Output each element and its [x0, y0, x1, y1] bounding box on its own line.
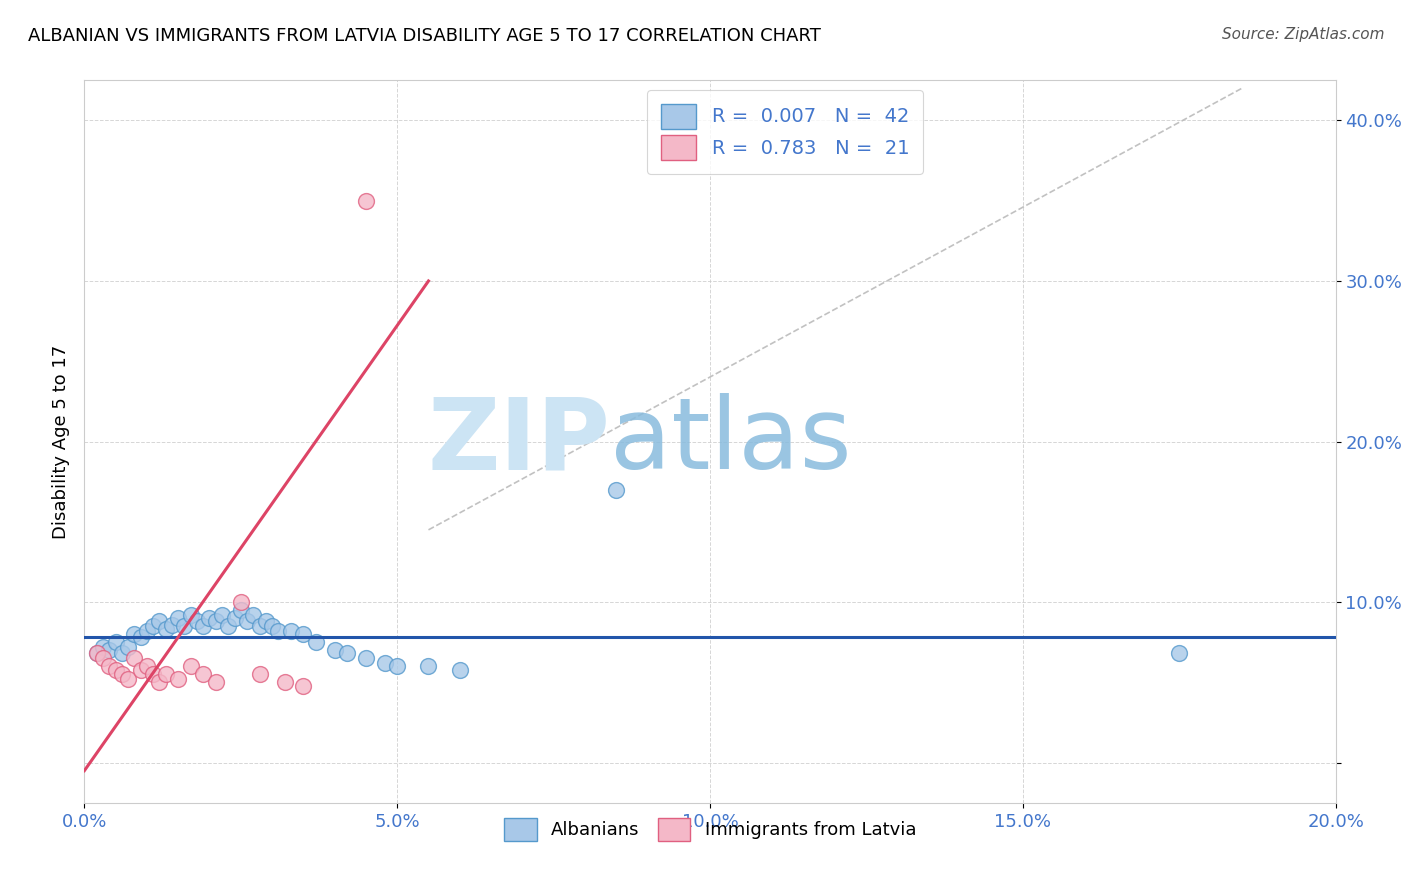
Point [155, 667, 177, 681]
Point [204, 615, 226, 629]
Point [336, 647, 359, 661]
Point [111, 667, 134, 681]
Point [418, 659, 440, 673]
Point [86, 647, 108, 661]
Point [129, 631, 152, 645]
Point [148, 615, 170, 629]
Point [211, 607, 233, 622]
Point [242, 607, 264, 622]
Point [167, 672, 190, 686]
Point [292, 627, 315, 641]
Point [186, 615, 208, 629]
Point [267, 624, 290, 638]
Point [249, 619, 271, 633]
Point [129, 663, 152, 677]
Point [148, 675, 170, 690]
Point [104, 663, 127, 677]
Point [117, 672, 139, 686]
Point [98, 643, 121, 657]
Point [249, 667, 271, 681]
Point [86, 647, 108, 661]
Point [292, 679, 315, 693]
Point [136, 659, 159, 673]
Point [229, 603, 252, 617]
Point [104, 635, 127, 649]
Point [236, 615, 259, 629]
Point [155, 623, 177, 637]
Point [91, 651, 114, 665]
Text: ALBANIAN VS IMMIGRANTS FROM LATVIA DISABILITY AGE 5 TO 17 CORRELATION CHART: ALBANIAN VS IMMIGRANTS FROM LATVIA DISAB… [28, 27, 821, 45]
Point [254, 615, 277, 629]
Point [605, 483, 627, 497]
Point [91, 640, 114, 654]
Point [180, 659, 202, 673]
Point [193, 619, 215, 633]
Point [167, 611, 190, 625]
Point [124, 627, 146, 641]
Point [1168, 647, 1191, 661]
Point [449, 663, 471, 677]
Point [173, 619, 195, 633]
Point [385, 659, 409, 673]
Point [354, 194, 377, 208]
Point [273, 675, 295, 690]
Point [198, 611, 221, 625]
Point [142, 667, 165, 681]
Point [224, 611, 246, 625]
Legend: Albanians, Immigrants from Latvia: Albanians, Immigrants from Latvia [496, 810, 924, 848]
Text: ZIP: ZIP [427, 393, 610, 490]
Point [217, 619, 239, 633]
Point [124, 651, 146, 665]
Point [136, 624, 159, 638]
Point [323, 643, 346, 657]
Point [111, 647, 134, 661]
Text: atlas: atlas [610, 393, 852, 490]
Y-axis label: Disability Age 5 to 17: Disability Age 5 to 17 [52, 344, 70, 539]
Point [117, 640, 139, 654]
Point [160, 617, 183, 632]
Point [280, 624, 302, 638]
Point [180, 607, 202, 622]
Point [305, 635, 328, 649]
Text: Source: ZipAtlas.com: Source: ZipAtlas.com [1222, 27, 1385, 42]
Point [193, 667, 215, 681]
Point [374, 656, 396, 670]
Point [354, 651, 377, 665]
Point [98, 659, 121, 673]
Point [204, 675, 226, 690]
Point [229, 595, 252, 609]
Point [262, 619, 284, 633]
Point [142, 619, 165, 633]
